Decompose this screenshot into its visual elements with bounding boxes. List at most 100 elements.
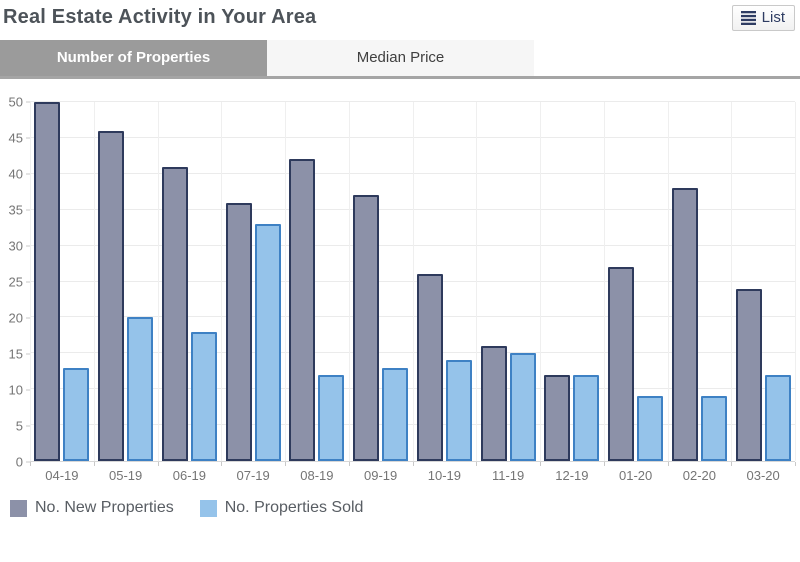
bar-02-20-new[interactable] (671, 188, 698, 461)
bar-group-07-19 (221, 102, 285, 461)
y-axis-tick (26, 389, 30, 391)
bar-group-09-19 (349, 102, 413, 461)
bar-05-19-sold[interactable] (127, 317, 154, 461)
bar-11-19-sold[interactable] (509, 353, 536, 461)
x-axis-tick (93, 462, 95, 466)
y-axis-tick (26, 101, 30, 103)
bar-01-20-sold[interactable] (637, 396, 664, 461)
x-axis-label: 01-20 (619, 468, 653, 483)
legend-item-new-properties[interactable]: No. New Properties (10, 499, 174, 517)
bar-03-20-new[interactable] (735, 288, 762, 461)
bar-group-10-19 (413, 102, 477, 461)
y-axis-tick-label: 25 (8, 274, 23, 290)
h-gridline (30, 101, 795, 102)
x-axis-label: 05-19 (109, 468, 143, 483)
v-gridline (731, 102, 733, 461)
bar-05-19-new[interactable] (98, 130, 125, 461)
y-axis-tick-label: 20 (8, 310, 23, 326)
legend-label: No. Properties Sold (224, 499, 364, 516)
bar-12-19-new[interactable] (544, 374, 571, 461)
x-axis-tick (540, 462, 541, 466)
x-axis-label: 07-19 (236, 468, 270, 483)
bar-10-19-new[interactable] (416, 274, 443, 461)
bar-08-19-sold[interactable] (318, 374, 345, 461)
x-axis-labels: 04-19 05-19 06-19 07-19 08-19 09-19 10-19 11-19… (30, 468, 795, 483)
v-gridline (667, 102, 669, 461)
x-axis-label: 09-19 (364, 468, 398, 483)
bar-06-19-sold[interactable] (190, 331, 217, 461)
legend-label: No. New Properties (35, 499, 174, 516)
x-axis-tick (285, 462, 286, 466)
bar-11-19-new[interactable] (480, 346, 507, 461)
x-axis-tick (476, 462, 478, 466)
bar-01-20-new[interactable] (608, 267, 635, 461)
x-axis-label: 12-19 (555, 468, 589, 483)
v-gridline (412, 102, 414, 461)
bar-04-19-sold[interactable] (63, 367, 90, 461)
bar-group-12-19 (540, 102, 604, 461)
bar-group-05-19 (94, 102, 158, 461)
y-axis-tick (26, 425, 30, 427)
x-axis-tick (348, 462, 350, 466)
y-axis-tick (26, 209, 30, 211)
bar-08-19-new[interactable] (289, 159, 316, 461)
x-axis-tick (221, 462, 223, 466)
legend: No. New Properties No. Properties Sold (10, 499, 800, 517)
v-gridline (285, 102, 286, 461)
bar-03-20-sold[interactable] (764, 374, 791, 461)
v-gridline (93, 102, 95, 461)
y-axis-tick (26, 317, 30, 319)
x-axis-tick (603, 462, 605, 466)
x-axis-label: 10-19 (427, 468, 461, 483)
y-axis-tick (26, 281, 30, 283)
tab-number-of-properties[interactable]: Number of Properties (0, 40, 267, 76)
list-view-button[interactable]: List (731, 5, 795, 31)
bar-chart: 0 5 10 15 20 25 30 35 40 45 50 (3, 96, 796, 469)
y-axis-tick-label: 15 (8, 346, 23, 362)
bar-02-20-sold[interactable] (700, 396, 727, 461)
y-axis-tick-label: 30 (8, 238, 23, 254)
x-axis-label: 06-19 (172, 468, 206, 483)
bar-10-19-sold[interactable] (445, 360, 472, 461)
v-gridline (30, 102, 31, 461)
x-axis-label: 04-19 (45, 468, 79, 483)
bar-group-11-19 (476, 102, 540, 461)
legend-swatch-new-properties (10, 499, 27, 517)
v-gridline (221, 102, 223, 461)
y-axis-tick (26, 461, 30, 463)
v-gridline (157, 102, 159, 461)
x-axis-tick (667, 462, 669, 466)
bar-group-01-20 (604, 102, 668, 461)
y-axis-tick-label: 5 (15, 418, 23, 434)
x-axis-tick (412, 462, 414, 466)
y-axis-tick (26, 245, 30, 247)
bar-12-19-sold[interactable] (573, 374, 600, 461)
bar-07-19-sold[interactable] (254, 224, 281, 461)
y-axis-tick (26, 137, 30, 139)
plot-area (30, 101, 796, 466)
bar-06-19-new[interactable] (161, 166, 188, 461)
page-title: Real Estate Activity in Your Area (3, 6, 317, 28)
y-axis-tick (26, 173, 30, 175)
x-axis-tick (30, 462, 31, 466)
bar-group-06-19 (158, 102, 222, 461)
bar-09-19-new[interactable] (353, 195, 380, 461)
header: Real Estate Activity in Your Area List (0, 0, 800, 38)
y-axis-tick-label: 0 (15, 454, 23, 470)
tab-bar: Number of Properties Median Price (0, 40, 800, 79)
bar-09-19-sold[interactable] (382, 367, 409, 461)
bar-groups (30, 102, 795, 461)
x-axis-tick (157, 462, 159, 466)
v-gridline (795, 102, 796, 461)
tab-median-price[interactable]: Median Price (267, 40, 534, 76)
y-axis-tick-label: 35 (8, 202, 23, 218)
bar-group-03-20 (731, 102, 795, 461)
bar-07-19-new[interactable] (225, 202, 252, 461)
legend-item-properties-sold[interactable]: No. Properties Sold (199, 499, 364, 517)
v-gridline (348, 102, 350, 461)
bar-04-19-new[interactable] (34, 102, 61, 461)
x-axis-tick (731, 462, 733, 466)
y-axis-tick-label: 40 (8, 166, 23, 182)
bar-group-08-19 (285, 102, 349, 461)
